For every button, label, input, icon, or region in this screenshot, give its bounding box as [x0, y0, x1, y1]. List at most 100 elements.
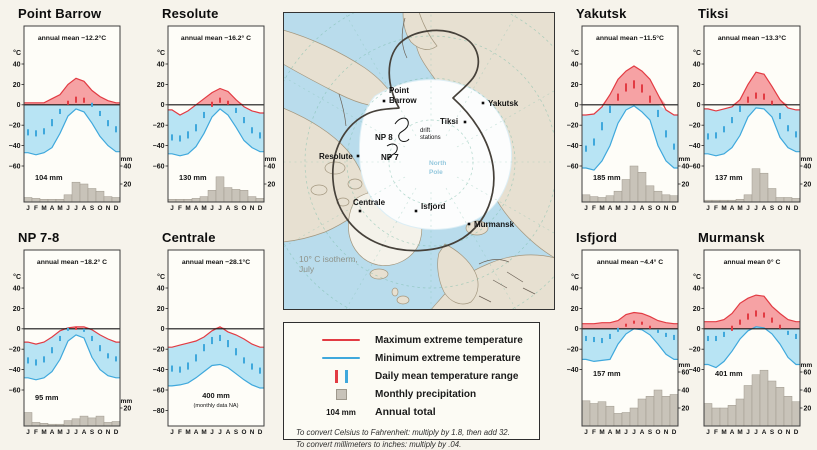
- station-chart-point-barrow: Point Barrow °C 40 20 0 −20 −40 −60 mm 40 20 J F M A M…: [2, 6, 142, 212]
- station-dot: [414, 209, 418, 213]
- annual-mean-label: annual mean −18.2° C: [37, 258, 107, 266]
- svg-text:M: M: [185, 205, 190, 212]
- svg-text:O: O: [778, 205, 783, 212]
- svg-text:J: J: [26, 429, 30, 436]
- min-temp-area: [24, 328, 120, 380]
- min-extreme-line: [168, 108, 264, 157]
- svg-text:Centrale: Centrale: [353, 198, 386, 207]
- precip-bars: [581, 389, 679, 427]
- svg-text:A: A: [762, 429, 767, 436]
- station-chart-centrale: Centrale °C 40 20 0 −20 −40 −60 −80 J F M A M J J A S O N D…: [146, 230, 286, 436]
- station-chart-isfjord: Isfjord °C 40 20 0 −20 −40 mm 60 40 20 J F M A M J J A S O N…: [560, 230, 700, 436]
- svg-text:J: J: [632, 205, 636, 212]
- annual-total-label: 157 mm: [593, 369, 621, 378]
- svg-text:A: A: [82, 429, 87, 436]
- annual-total-label: 130 mm: [179, 173, 207, 182]
- station-title: Resolute: [162, 6, 219, 21]
- annual-total-label: 137 mm: [715, 173, 743, 182]
- svg-text:40: 40: [682, 387, 690, 394]
- svg-text:S: S: [770, 205, 775, 212]
- svg-text:D: D: [672, 429, 677, 436]
- svg-text:−20: −20: [689, 347, 701, 354]
- conversion-note-mm: To convert millimeters to inches: multip…: [296, 440, 462, 450]
- min-extreme-line: [168, 363, 264, 389]
- svg-text:F: F: [34, 429, 38, 436]
- map-label-centrale: Centrale: [353, 198, 386, 213]
- min-extreme-line: [24, 108, 120, 156]
- svg-text:A: A: [608, 205, 613, 212]
- svg-text:M: M: [57, 205, 62, 212]
- min-temp-area: [582, 104, 678, 171]
- svg-text:F: F: [178, 205, 182, 212]
- map-label-tiksi: Tiksi: [440, 117, 467, 126]
- svg-text:M: M: [57, 429, 62, 436]
- svg-text:M: M: [599, 429, 604, 436]
- svg-text:°C: °C: [693, 273, 701, 281]
- max-temp-line-icon: [320, 339, 362, 341]
- svg-text:−60: −60: [9, 163, 21, 170]
- svg-text:N: N: [106, 429, 111, 436]
- chart-frame: [581, 25, 679, 203]
- svg-text:Pole: Pole: [429, 169, 443, 176]
- svg-text:A: A: [194, 205, 199, 212]
- station-title: NP 7-8: [18, 230, 60, 245]
- annual-mean-label: annual mean −4.4° C: [597, 258, 663, 266]
- svg-text:J: J: [74, 205, 78, 212]
- land-arctic-island: [324, 161, 346, 175]
- max-extreme-line: [704, 294, 800, 323]
- precip-bars: [167, 176, 265, 203]
- svg-text:N: N: [786, 429, 791, 436]
- legend: Maximum extreme temperature Minimum extr…: [283, 322, 540, 449]
- svg-text:J: J: [218, 429, 222, 436]
- conversion-notes: To convert Celsius to Fahrenheit: multip…: [296, 427, 531, 450]
- svg-text:20: 20: [804, 181, 812, 188]
- svg-text:J: J: [754, 429, 758, 436]
- svg-text:20: 20: [268, 181, 276, 188]
- svg-text:D: D: [114, 205, 119, 212]
- svg-text:mm: mm: [801, 156, 813, 163]
- svg-text:M: M: [737, 205, 742, 212]
- annual-total-label: 95 mm: [35, 393, 59, 402]
- map-label-yakutsk: Yakutsk: [481, 99, 519, 108]
- max-extreme-line: [704, 71, 800, 112]
- svg-text:F: F: [34, 205, 38, 212]
- svg-text:20: 20: [124, 181, 132, 188]
- svg-text:0: 0: [161, 102, 165, 109]
- svg-text:J: J: [706, 429, 710, 436]
- svg-text:Murmansk: Murmansk: [474, 220, 515, 229]
- daily-mean-range-ticks: [27, 96, 117, 137]
- svg-text:N: N: [664, 205, 669, 212]
- annual-mean-label: annual mean 0° C: [724, 258, 781, 266]
- svg-text:40: 40: [693, 285, 701, 292]
- daily-mean-range-ticks: [171, 97, 261, 142]
- svg-text:M: M: [615, 429, 620, 436]
- svg-text:−60: −60: [567, 163, 579, 170]
- svg-text:A: A: [226, 205, 231, 212]
- svg-text:−40: −40: [153, 367, 165, 374]
- svg-text:0: 0: [17, 326, 21, 333]
- annual-total-label: 185 mm: [593, 173, 621, 182]
- temp-axis: °C 40 20 0 −20 −40 −60: [689, 49, 704, 170]
- svg-text:D: D: [114, 429, 119, 436]
- svg-text:°C: °C: [157, 49, 165, 57]
- svg-text:A: A: [640, 429, 645, 436]
- min-extreme-line: [582, 328, 678, 363]
- map-label-isfjord: Isfjord: [414, 202, 446, 213]
- svg-text:−60: −60: [689, 163, 701, 170]
- svg-text:20: 20: [13, 82, 21, 89]
